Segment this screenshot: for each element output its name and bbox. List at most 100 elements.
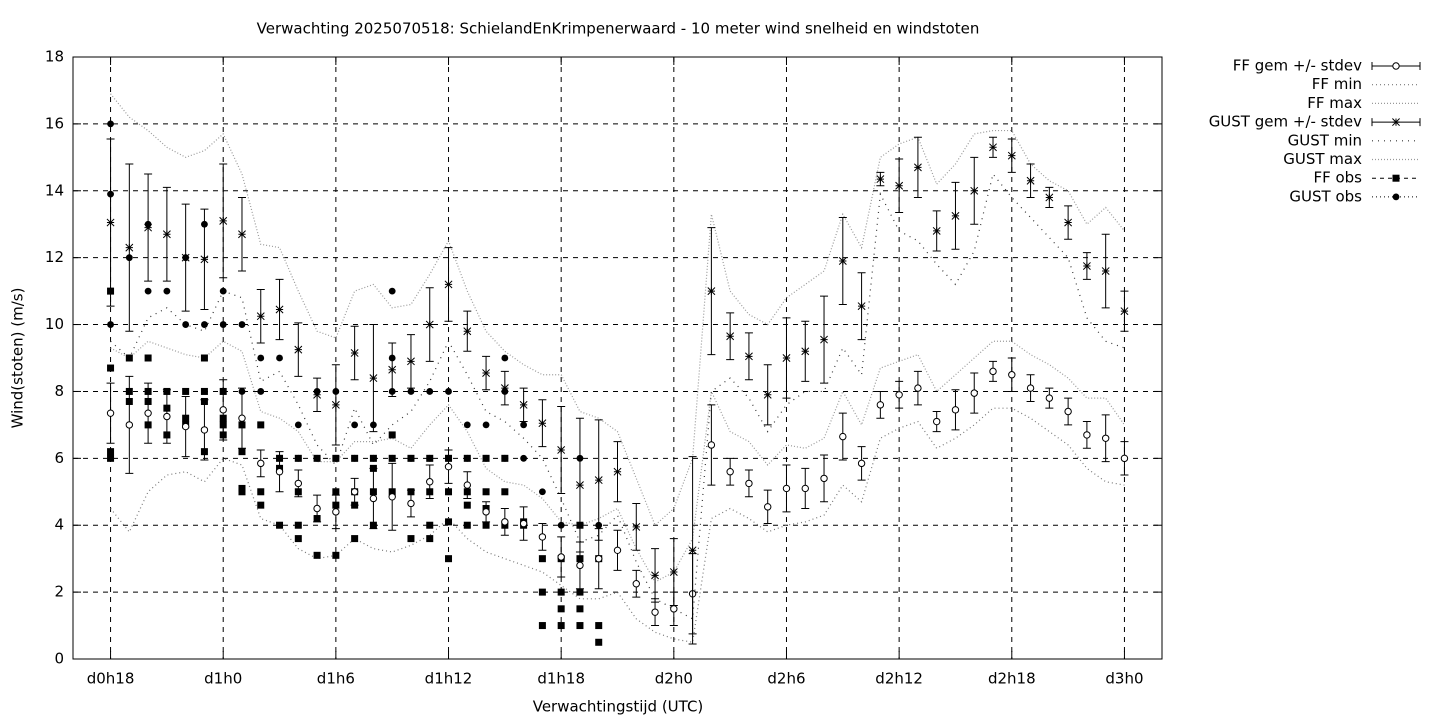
marker-star [669, 568, 678, 576]
marker-dot [201, 321, 208, 328]
marker-star [632, 522, 641, 531]
marker-square [501, 488, 509, 496]
y-tick-label: 18 [45, 48, 64, 66]
x-tick-label: d1h6 [317, 670, 355, 688]
marker-star [500, 384, 509, 393]
marker-dot [463, 421, 471, 429]
marker-circle [144, 409, 152, 417]
marker-star [538, 419, 547, 428]
marker-star [594, 476, 603, 485]
legend-marker [1392, 62, 1400, 70]
x-tick-label: d2h0 [655, 670, 693, 688]
marker-square [257, 488, 265, 496]
marker-star [876, 175, 885, 184]
marker-circle [313, 504, 321, 513]
marker-star [782, 354, 791, 362]
y-tick-label: 0 [54, 650, 64, 668]
marker-star [707, 287, 716, 296]
marker-dot [219, 287, 227, 295]
x-tick-label: d2h18 [988, 670, 1036, 688]
y-tick-label: 14 [45, 181, 64, 199]
marker-circle [519, 519, 528, 528]
marker-star [726, 332, 735, 341]
marker-dot [351, 421, 359, 429]
marker-star [256, 312, 265, 321]
y-tick-label: 2 [54, 583, 64, 601]
marker-square [332, 488, 340, 496]
marker-circle [1083, 431, 1091, 439]
x-tick-label: d1h12 [425, 670, 473, 688]
marker-star [463, 327, 472, 336]
marker-square [557, 605, 565, 613]
marker-dot [332, 454, 340, 462]
marker-square [294, 521, 302, 529]
marker-dot [501, 454, 509, 462]
marker-star [557, 446, 566, 454]
marker-square [351, 535, 359, 543]
marker-star [744, 352, 753, 361]
legend-marker [1392, 118, 1400, 127]
marker-circle [501, 518, 509, 526]
marker-circle [989, 367, 997, 376]
marker-circle [482, 508, 490, 516]
x-tick-label: d3h0 [1105, 670, 1143, 688]
marker-star [388, 365, 397, 374]
marker-circle [257, 459, 265, 468]
marker-star [1064, 218, 1073, 227]
marker-dot [482, 454, 490, 462]
marker-dot [426, 388, 434, 395]
marker-circle [764, 503, 772, 511]
marker-dot [407, 454, 415, 462]
marker-circle [782, 484, 791, 493]
marker-star [820, 335, 828, 344]
marker-dot [426, 454, 434, 462]
marker-star [106, 218, 115, 227]
marker-dot [557, 521, 565, 529]
marker-circle [463, 481, 471, 489]
marker-dot [144, 287, 152, 295]
marker-circle [426, 478, 434, 486]
marker-star [857, 302, 866, 311]
marker-square [257, 501, 265, 509]
marker-star [575, 481, 584, 490]
marker-square [557, 622, 565, 630]
x-tick-label: d1h18 [537, 670, 585, 688]
x-axis-label: Verwachtingstijd (UTC) [533, 698, 704, 716]
line [110, 93, 1125, 527]
marker-circle [670, 605, 678, 613]
marker-circle [538, 533, 547, 541]
marker-square [463, 521, 471, 529]
marker-square [445, 518, 453, 526]
marker-star [895, 181, 904, 190]
x-tick-label: d0h18 [87, 670, 135, 688]
marker-square [576, 622, 584, 630]
marker-square [445, 555, 453, 563]
legend-marker [1392, 193, 1400, 201]
marker-circle [820, 474, 828, 483]
marker-star [331, 400, 340, 409]
marker-star [1120, 307, 1129, 316]
legend-marker [1392, 174, 1400, 182]
marker-dot [520, 454, 528, 462]
legend-label: GUST max [1283, 150, 1362, 168]
marker-square [332, 551, 340, 559]
marker-star [144, 223, 153, 232]
marker-star [1101, 267, 1110, 275]
marker-circle [1026, 384, 1035, 392]
marker-square [238, 448, 246, 456]
marker-star [294, 345, 303, 354]
y-tick-label: 16 [45, 114, 64, 132]
marker-square [595, 622, 603, 630]
line [110, 172, 1125, 620]
marker-dot [219, 321, 227, 328]
marker-star [1045, 193, 1054, 202]
marker-circle [181, 422, 190, 431]
marker-dot [294, 454, 302, 462]
marker-star [763, 390, 772, 399]
legend-label: GUST gem +/- stdev [1209, 113, 1362, 131]
marker-star [1082, 262, 1091, 270]
marker-circle [914, 384, 922, 392]
marker-circle [895, 391, 903, 399]
marker-square [276, 521, 284, 529]
marker-star [425, 320, 434, 329]
